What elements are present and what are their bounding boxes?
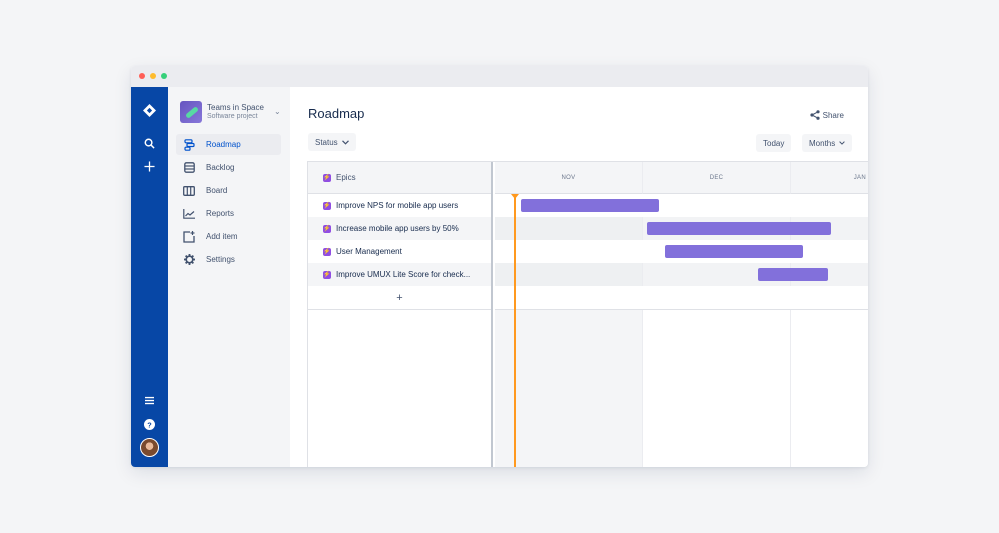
roadmap-grid: ⚡ Epics ⚡ Improve NPS for mobile app use…	[307, 161, 868, 467]
board-icon	[183, 185, 195, 197]
help-icon[interactable]: ?	[131, 418, 168, 430]
epic-bar[interactable]	[647, 222, 831, 235]
project-sidebar: Teams in Space Software project ⌄ Roadma…	[168, 87, 290, 467]
epic-icon: ⚡	[323, 270, 331, 279]
epic-name: User Management	[336, 247, 402, 256]
jira-logo-icon[interactable]	[131, 102, 168, 118]
settings-icon	[183, 254, 195, 266]
timeline: NOV DEC JAN	[495, 162, 868, 467]
epics-header-label: Epics	[336, 173, 356, 182]
epic-name: Improve UMUX Lite Score for check...	[336, 270, 471, 279]
sidebar-item-label: Roadmap	[206, 140, 241, 149]
epic-row[interactable]: ⚡ User Management	[308, 240, 491, 263]
month-column-dec	[643, 162, 791, 467]
sidebar-item-backlog[interactable]: Backlog	[176, 157, 281, 178]
window-titlebar	[131, 66, 868, 87]
sidebar-item-roadmap[interactable]: Roadmap	[176, 134, 281, 155]
sidebar-item-board[interactable]: Board	[176, 180, 281, 201]
epic-name: Increase mobile app users by 50%	[336, 224, 459, 233]
sidebar-item-label: Add item	[206, 232, 238, 241]
epic-bar[interactable]	[665, 245, 803, 258]
sidebar-item-label: Board	[206, 186, 228, 195]
epic-icon: ⚡	[323, 201, 331, 210]
create-plus-icon[interactable]	[131, 159, 168, 173]
timescale-dropdown[interactable]: Months	[802, 134, 853, 152]
sidebar-item-label: Settings	[206, 255, 235, 264]
menu-icon[interactable]	[131, 394, 168, 406]
month-header-jan: JAN	[791, 162, 868, 194]
page-title: Roadmap	[308, 106, 365, 121]
sidebar-item-label: Backlog	[206, 163, 235, 172]
epic-name: Improve NPS for mobile app users	[336, 201, 459, 210]
status-filter-dropdown[interactable]: Status	[308, 133, 356, 151]
share-icon	[810, 110, 820, 120]
epics-list: ⚡ Epics ⚡ Improve NPS for mobile app use…	[308, 162, 493, 467]
add-item-icon	[183, 230, 195, 243]
roadmap-icon	[183, 138, 195, 151]
share-label: Share	[822, 110, 844, 120]
sidebar-item-label: Reports	[206, 209, 235, 218]
timeline-row-add	[495, 286, 868, 310]
search-icon[interactable]	[131, 136, 168, 150]
epic-bar[interactable]	[521, 199, 659, 212]
plus-icon: +	[396, 291, 403, 304]
today-marker-line	[514, 194, 516, 467]
sidebar-item-add-item[interactable]: Add item	[176, 226, 281, 247]
chevron-down-icon	[341, 139, 349, 145]
chevron-down-icon[interactable]: ⌄	[274, 107, 281, 116]
window-minimize-button[interactable]	[150, 73, 156, 79]
project-switcher[interactable]: Teams in Space Software project	[180, 101, 264, 123]
status-filter-label: Status	[315, 137, 338, 147]
roadmap-main: Roadmap Share Status Today Months ⚡ Epic…	[290, 87, 868, 467]
epic-bar[interactable]	[758, 268, 828, 281]
month-header-dec: DEC	[643, 162, 791, 194]
window-close-button[interactable]	[139, 73, 145, 79]
today-label: Today	[763, 138, 785, 148]
share-button[interactable]: Share	[810, 110, 844, 120]
epic-row[interactable]: ⚡ Improve UMUX Lite Score for check...	[308, 263, 491, 286]
backlog-icon	[183, 162, 195, 174]
project-name: Teams in Space	[207, 103, 264, 112]
today-button[interactable]: Today	[756, 134, 792, 152]
epic-icon: ⚡	[323, 224, 331, 233]
add-epic-button[interactable]: +	[308, 286, 491, 310]
sidebar-item-reports[interactable]: Reports	[176, 203, 281, 224]
window-maximize-button[interactable]	[161, 73, 167, 79]
global-nav: ?	[131, 87, 168, 467]
epic-icon: ⚡	[323, 247, 331, 256]
project-avatar-icon	[180, 101, 202, 123]
epic-row[interactable]: ⚡ Increase mobile app users by 50%	[308, 217, 491, 240]
month-header-nov: NOV	[495, 162, 643, 194]
user-avatar[interactable]	[140, 438, 159, 457]
epics-header: ⚡ Epics	[308, 162, 491, 194]
reports-icon	[183, 208, 195, 220]
today-marker-icon	[511, 194, 519, 199]
sidebar-item-settings[interactable]: Settings	[176, 249, 281, 270]
epic-row[interactable]: ⚡ Improve NPS for mobile app users	[308, 194, 491, 217]
project-type: Software project	[207, 113, 258, 120]
timescale-label: Months	[809, 138, 836, 148]
app-window: ? Teams in Space Software project ⌄ Road…	[131, 66, 868, 467]
chevron-down-icon	[839, 141, 845, 145]
epic-icon: ⚡	[323, 173, 331, 182]
svg-text:?: ?	[147, 420, 152, 429]
